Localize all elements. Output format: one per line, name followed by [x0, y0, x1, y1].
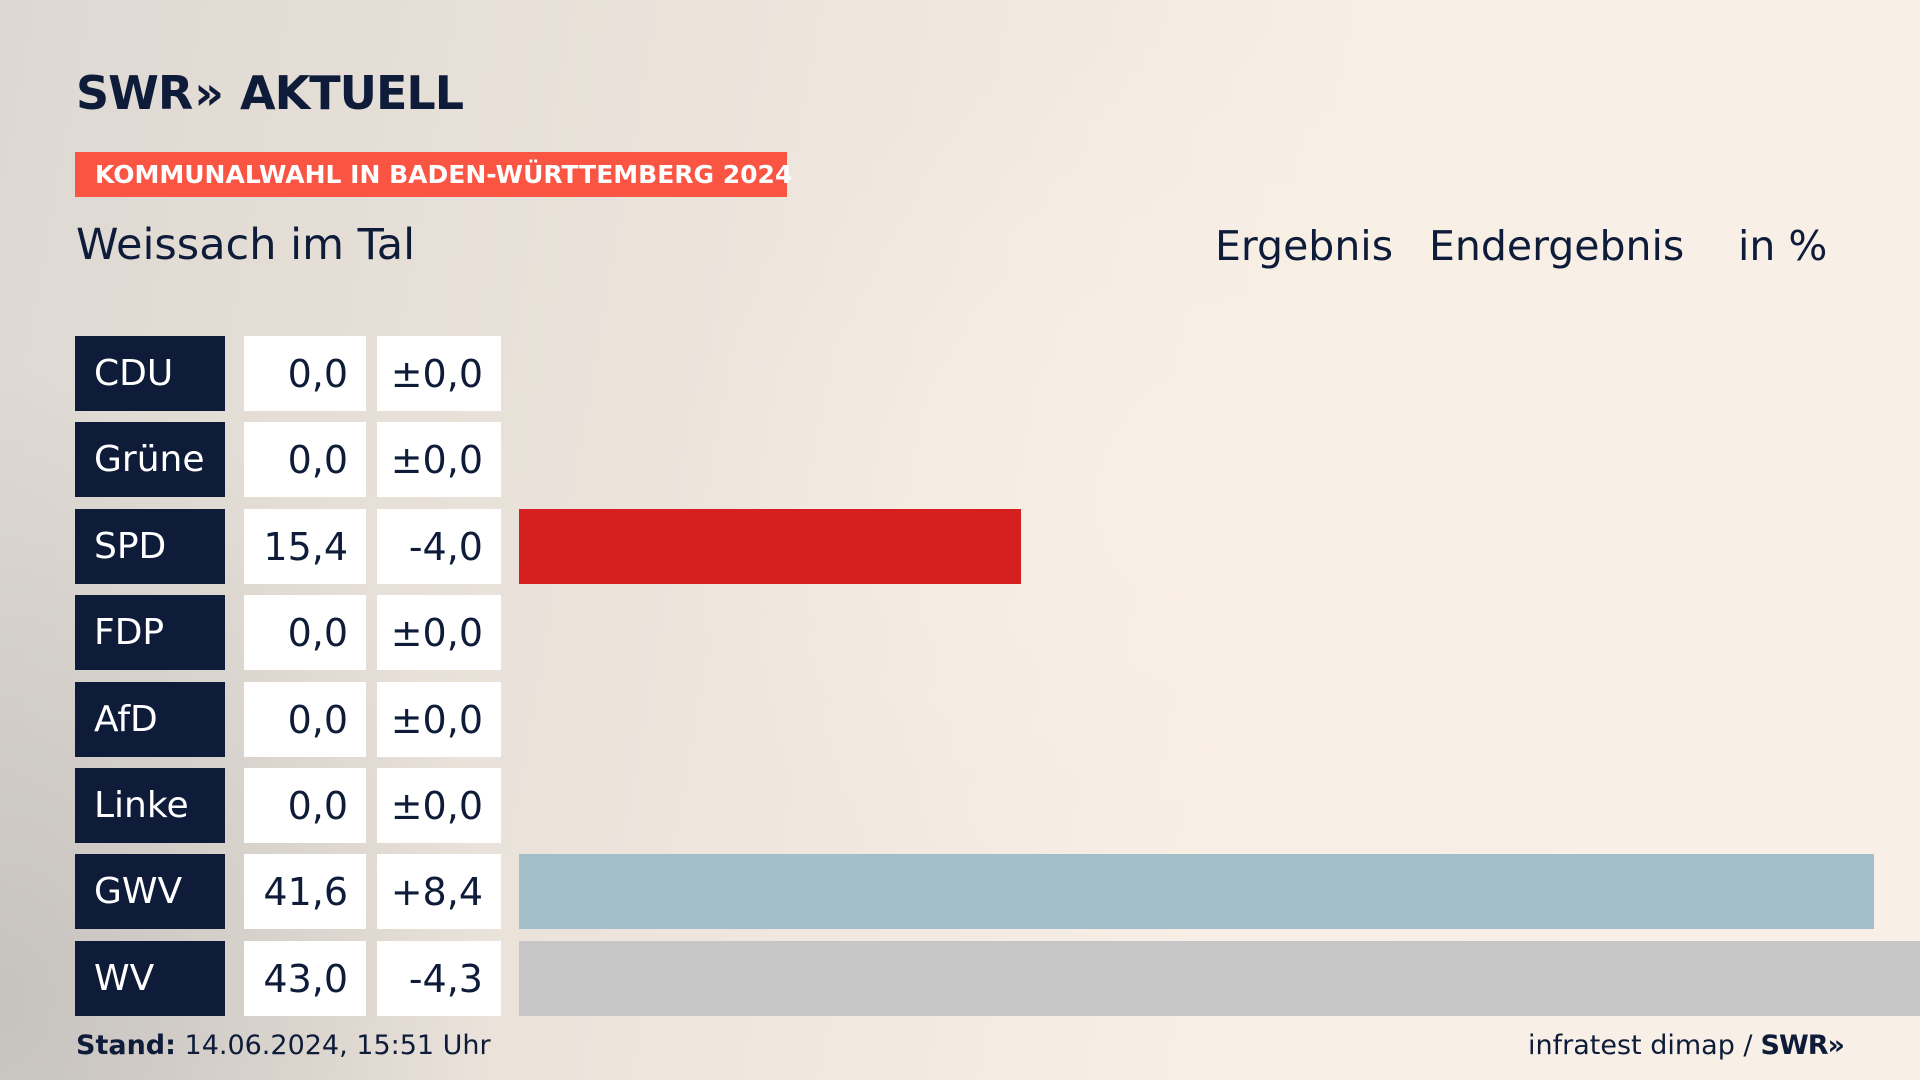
header-ergebnis: Ergebnis	[1215, 222, 1394, 270]
result-row: WV 43,0 -4,3	[75, 941, 1920, 1016]
result-diff: ±0,0	[377, 768, 501, 843]
result-value: 41,6	[244, 854, 366, 929]
party-label: Linke	[75, 768, 225, 843]
party-label: GWV	[75, 854, 225, 929]
result-value: 0,0	[244, 595, 366, 670]
result-row: FDP 0,0 ±0,0	[75, 595, 1845, 670]
party-label: SPD	[75, 509, 225, 584]
timestamp: Stand: 14.06.2024, 15:51 Uhr	[76, 1030, 491, 1061]
party-label: WV	[75, 941, 225, 1016]
result-diff: -4,3	[377, 941, 501, 1016]
party-label: FDP	[75, 595, 225, 670]
result-value: 0,0	[244, 768, 366, 843]
result-diff: ±0,0	[377, 595, 501, 670]
place-title: Weissach im Tal	[76, 220, 416, 270]
result-row: Linke 0,0 ±0,0	[75, 768, 1845, 843]
result-diff: ±0,0	[377, 422, 501, 497]
party-label: CDU	[75, 336, 225, 411]
stand-label: Stand:	[76, 1030, 176, 1061]
result-value: 43,0	[244, 941, 366, 1016]
result-value: 0,0	[244, 682, 366, 757]
party-label: AfD	[75, 682, 225, 757]
source-text: infratest dimap /	[1528, 1030, 1753, 1061]
election-banner: KOMMUNALWAHL IN BADEN-WÜRTTEMBERG 2024	[75, 152, 792, 197]
party-label: Grüne	[75, 422, 225, 497]
result-value: 0,0	[244, 422, 366, 497]
result-value: 0,0	[244, 336, 366, 411]
header-endergebnis: Endergebnis	[1429, 222, 1685, 270]
result-row: CDU 0,0 ±0,0	[75, 336, 1845, 411]
result-diff: ±0,0	[377, 336, 501, 411]
result-bar	[519, 941, 1920, 1016]
logo-aktuell-text: AKTUELL	[240, 66, 464, 120]
result-bar	[519, 509, 1021, 584]
result-row: AfD 0,0 ±0,0	[75, 682, 1845, 757]
stand-value: 14.06.2024, 15:51 Uhr	[184, 1030, 491, 1061]
result-value: 15,4	[244, 509, 366, 584]
result-diff: ±0,0	[377, 682, 501, 757]
result-row: SPD 15,4 -4,0	[75, 509, 1845, 584]
source-brand: SWR»	[1760, 1030, 1845, 1061]
result-diff: -4,0	[377, 509, 501, 584]
source-credit: infratest dimap / SWR»	[1528, 1030, 1845, 1061]
result-bar	[519, 854, 1874, 929]
logo-swr-text: SWR	[76, 66, 193, 120]
result-row: GWV 41,6 +8,4	[75, 854, 1874, 929]
result-row: Grüne 0,0 ±0,0	[75, 422, 1845, 497]
header-unit: in %	[1738, 222, 1828, 270]
swr-aktuell-logo: SWR » AKTUELL	[76, 66, 464, 120]
logo-chevrons-icon: »	[194, 66, 224, 120]
result-diff: +8,4	[377, 854, 501, 929]
